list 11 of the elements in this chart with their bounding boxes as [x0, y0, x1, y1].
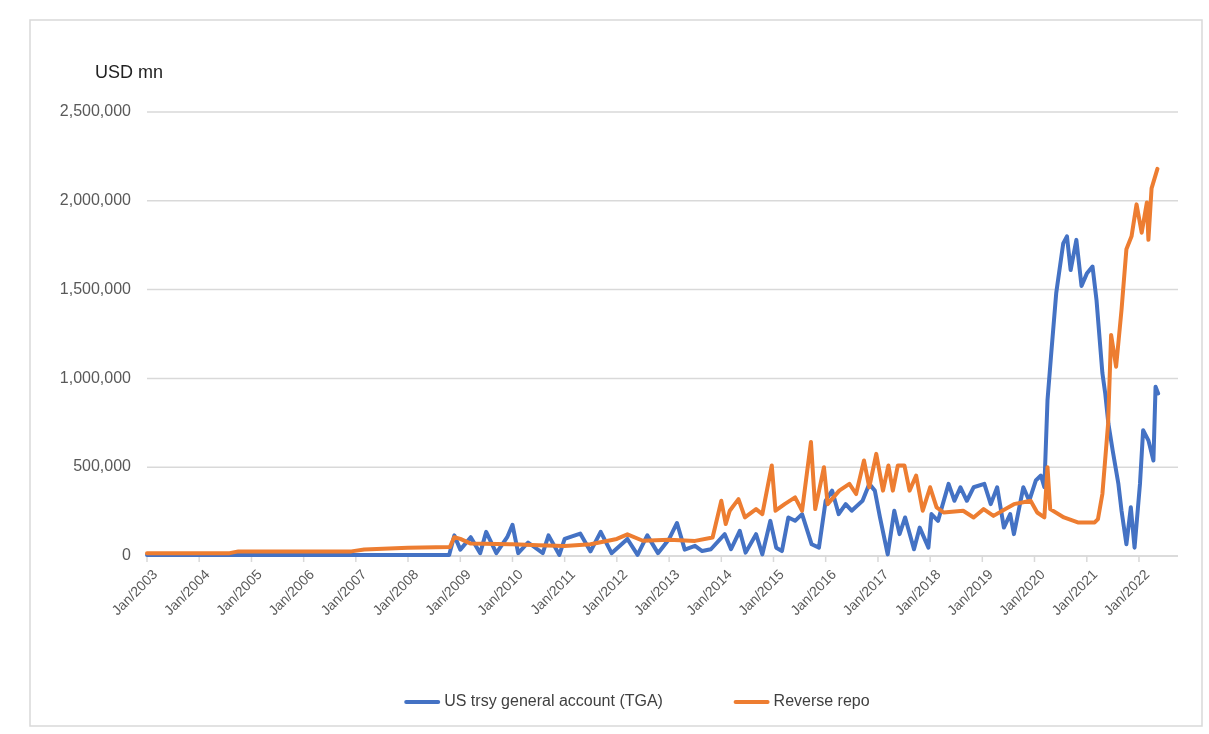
- legend-label: US trsy general account (TGA): [444, 692, 663, 710]
- line-series: [145, 166, 1160, 556]
- y-tick-label: 1,000,000: [59, 368, 132, 386]
- legend-label: Reverse repo: [773, 692, 870, 710]
- y-axis-title: USD mn: [95, 62, 164, 82]
- y-tick-label: 2,500,000: [59, 102, 132, 120]
- line-series: [145, 234, 1161, 558]
- y-tick-label: 2,000,000: [59, 191, 132, 209]
- y-tick-label: 1,500,000: [59, 279, 132, 297]
- y-tick-label: 500,000: [73, 457, 132, 475]
- y-tick-label: 0: [122, 546, 132, 564]
